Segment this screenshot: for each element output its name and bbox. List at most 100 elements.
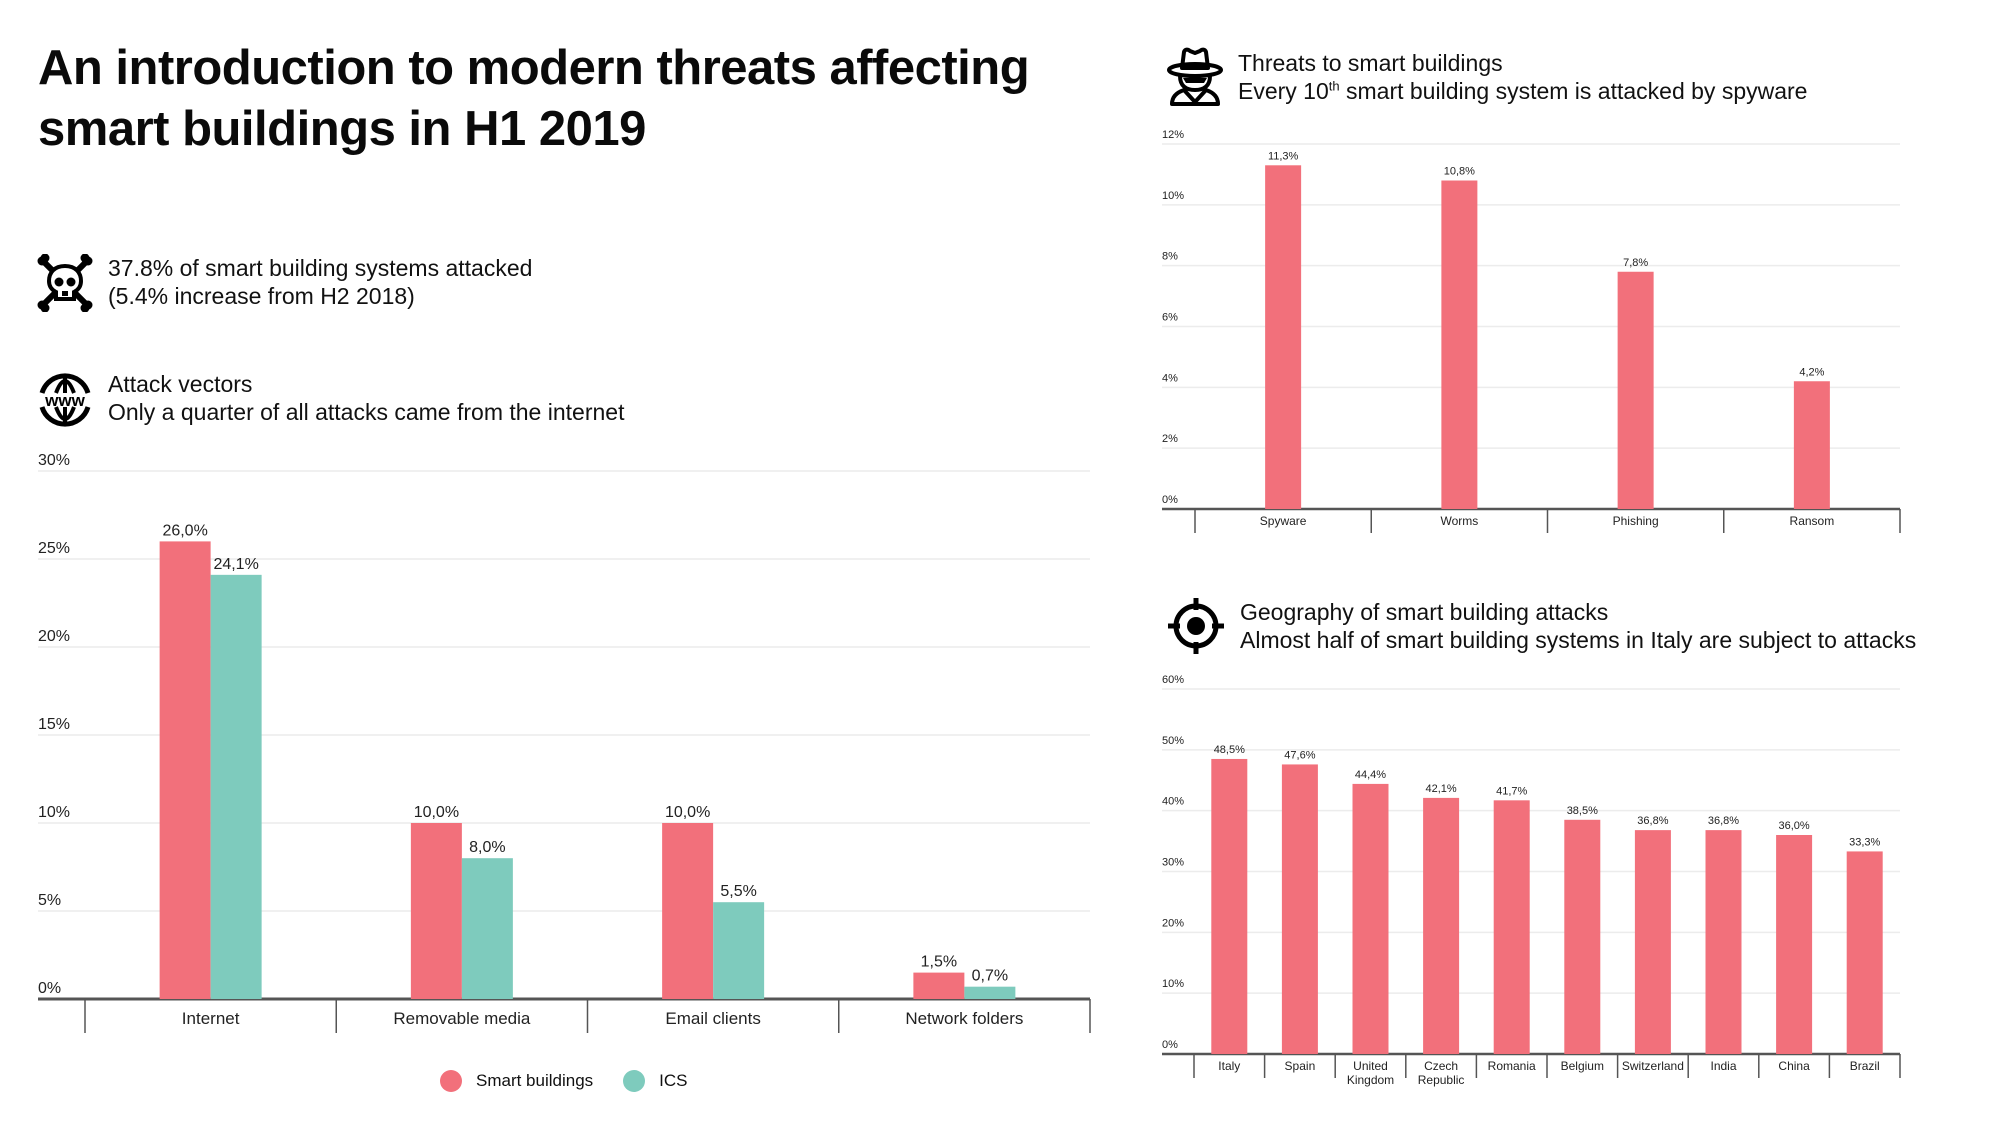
y-tick-label: 4% bbox=[1162, 372, 1178, 384]
x-category-label: Worms bbox=[1440, 514, 1478, 528]
threats-header: Threats to smart buildings Every 10th sm… bbox=[1238, 49, 1807, 105]
y-tick-label: 0% bbox=[1162, 494, 1178, 506]
legend-swatch-smart-buildings bbox=[440, 1070, 462, 1092]
bar-geography-of-smart-building-attacks bbox=[1634, 830, 1671, 1054]
bar-ics bbox=[461, 858, 513, 999]
bar-geography-of-smart-building-attacks bbox=[1493, 800, 1530, 1054]
data-label: 4,2% bbox=[1799, 366, 1824, 378]
y-tick-label: 30% bbox=[38, 452, 70, 469]
x-category-label: Network folders bbox=[905, 1009, 1023, 1028]
geography-subheading: Almost half of smart building systems in… bbox=[1240, 627, 1917, 653]
data-label: 33,3% bbox=[1849, 836, 1880, 848]
y-tick-label: 50% bbox=[1162, 735, 1184, 747]
y-tick-label: 0% bbox=[38, 980, 61, 997]
www-globe-icon: www bbox=[36, 371, 94, 429]
data-label: 47,6% bbox=[1284, 749, 1315, 761]
x-category-label: Romania bbox=[1488, 1059, 1536, 1073]
x-category-label: Kingdom bbox=[1347, 1073, 1394, 1087]
bar-smart-buildings bbox=[913, 972, 965, 999]
threats-subheading-sup: th bbox=[1328, 78, 1340, 94]
y-tick-label: 12% bbox=[1162, 129, 1184, 141]
data-label: 0,7% bbox=[972, 968, 1008, 985]
bar-smart-buildings bbox=[662, 823, 714, 999]
x-category-label: Czech bbox=[1424, 1059, 1458, 1073]
y-tick-label: 10% bbox=[1162, 978, 1184, 990]
bar-ics bbox=[210, 574, 262, 999]
bar-threats-to-smart-buildings bbox=[1617, 271, 1654, 509]
x-category-label: Removable media bbox=[393, 1009, 531, 1028]
data-label: 1,5% bbox=[921, 954, 957, 971]
x-category-label: Internet bbox=[182, 1009, 240, 1028]
y-tick-label: 15% bbox=[38, 716, 70, 733]
y-tick-label: 20% bbox=[1162, 917, 1184, 929]
data-label: 26,0% bbox=[162, 522, 207, 539]
data-label: 36,8% bbox=[1708, 815, 1739, 827]
y-tick-label: 5% bbox=[38, 892, 61, 909]
bar-threats-to-smart-buildings bbox=[1793, 381, 1830, 509]
y-tick-label: 10% bbox=[1162, 190, 1184, 202]
x-category-label: Ransom bbox=[1790, 514, 1835, 528]
threats-subheading: Every 10th smart building system is atta… bbox=[1238, 77, 1807, 105]
data-label: 36,0% bbox=[1778, 820, 1809, 832]
data-label: 42,1% bbox=[1425, 783, 1456, 795]
bar-geography-of-smart-building-attacks bbox=[1846, 851, 1883, 1054]
legend-swatch-ics bbox=[623, 1070, 646, 1092]
stat-line-2: (5.4% increase from H2 2018) bbox=[108, 283, 415, 309]
attack-vectors-chart: 0% 5% 10% 15% 20% 25% 30% 26,0% 24,1% Internet 10,… bbox=[38, 452, 1091, 1033]
x-category-label: United bbox=[1353, 1059, 1388, 1073]
data-label: 36,8% bbox=[1637, 815, 1668, 827]
spy-hat-icon bbox=[1166, 46, 1224, 106]
x-category-label: Brazil bbox=[1850, 1059, 1880, 1073]
threats-subheading-pre: Every 10 bbox=[1238, 78, 1329, 104]
x-category-label: Spyware bbox=[1260, 514, 1307, 528]
crosshair-target-icon bbox=[1166, 596, 1226, 656]
x-category-label: China bbox=[1778, 1059, 1810, 1073]
svg-text:www: www bbox=[44, 391, 85, 410]
data-label: 5,5% bbox=[720, 883, 756, 900]
threats-heading: Threats to smart buildings bbox=[1238, 50, 1503, 76]
legend-label-ics: ICS bbox=[659, 1071, 688, 1090]
bar-geography-of-smart-building-attacks bbox=[1281, 764, 1318, 1054]
y-tick-label: 60% bbox=[1162, 674, 1184, 686]
legend-item-ics: ICS bbox=[623, 1070, 688, 1092]
data-label: 41,7% bbox=[1496, 785, 1527, 797]
threats-subheading-post: smart building system is attacked by spy… bbox=[1339, 78, 1808, 104]
data-label: 8,0% bbox=[469, 839, 505, 856]
x-category-label: Republic bbox=[1418, 1073, 1465, 1087]
x-category-label: India bbox=[1710, 1059, 1736, 1073]
data-label: 44,4% bbox=[1355, 769, 1386, 781]
data-label: 10,0% bbox=[414, 804, 459, 821]
bar-smart-buildings bbox=[410, 823, 462, 999]
y-tick-label: 8% bbox=[1162, 251, 1178, 263]
x-category-label: Phishing bbox=[1613, 514, 1659, 528]
bar-geography-of-smart-building-attacks bbox=[1423, 797, 1460, 1054]
data-label: 10,8% bbox=[1444, 166, 1475, 178]
stat-summary: 37.8% of smart building systems attacked… bbox=[108, 254, 532, 310]
bar-smart-buildings bbox=[159, 541, 211, 999]
attack-vectors-heading: Attack vectors bbox=[108, 371, 253, 397]
y-tick-label: 2% bbox=[1162, 433, 1178, 445]
bar-geography-of-smart-building-attacks bbox=[1211, 758, 1248, 1054]
page-title: An introduction to modern threats affect… bbox=[38, 41, 1030, 156]
bar-geography-of-smart-building-attacks bbox=[1564, 819, 1601, 1054]
x-category-label: Italy bbox=[1218, 1059, 1240, 1073]
attack-vectors-subheading: Only a quarter of all attacks came from … bbox=[108, 399, 625, 425]
legend: Smart buildings ICS bbox=[440, 1070, 718, 1092]
bar-geography-of-smart-building-attacks bbox=[1705, 830, 1742, 1054]
y-tick-label: 30% bbox=[1162, 857, 1184, 869]
legend-item-smart-buildings: Smart buildings bbox=[440, 1070, 593, 1092]
x-category-label: Email clients bbox=[665, 1009, 760, 1028]
data-label: 10,0% bbox=[665, 804, 710, 821]
y-tick-label: 6% bbox=[1162, 312, 1178, 324]
legend-label-smart-buildings: Smart buildings bbox=[476, 1071, 594, 1090]
data-label: 48,5% bbox=[1214, 744, 1245, 756]
bar-ics bbox=[964, 986, 1016, 999]
bar-geography-of-smart-building-attacks bbox=[1776, 835, 1813, 1054]
geography-chart: 0% 10% 20% 30% 40% 50% 60% 48,5% Italy 47,6% Spain… bbox=[1162, 674, 1901, 1087]
data-label: 7,8% bbox=[1623, 257, 1648, 269]
stat-line-1: 37.8% of smart building systems attacked bbox=[108, 255, 533, 281]
skull-crossbones-icon bbox=[36, 254, 94, 312]
attack-vectors-header: Attack vectors Only a quarter of all att… bbox=[108, 370, 624, 426]
geography-header: Geography of smart building attacks Almo… bbox=[1240, 598, 1916, 654]
geography-heading: Geography of smart building attacks bbox=[1240, 599, 1609, 625]
